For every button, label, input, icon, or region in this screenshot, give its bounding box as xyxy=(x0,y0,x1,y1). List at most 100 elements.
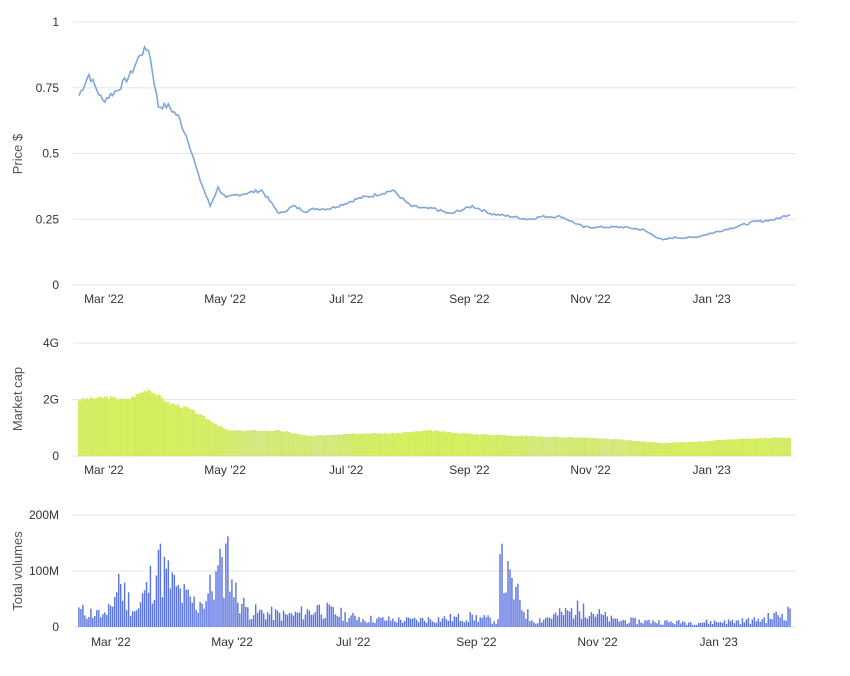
market-cap-bar xyxy=(707,440,710,457)
volume-bar xyxy=(654,622,656,627)
market-cap-bar xyxy=(550,436,553,457)
volume-bar xyxy=(469,612,471,627)
market-cap-bar xyxy=(564,437,567,457)
market-cap-bar xyxy=(761,438,764,457)
market-cap-bar xyxy=(125,398,128,457)
market-cap-bar xyxy=(427,430,430,457)
volume-bar xyxy=(761,619,763,627)
market-cap-bar xyxy=(175,405,178,457)
market-cap-bar xyxy=(332,434,335,457)
volume-bar xyxy=(419,617,422,627)
market-cap-bar xyxy=(471,433,474,457)
market-cap-bar xyxy=(318,435,321,457)
volume-bar xyxy=(751,619,754,627)
volume-bar xyxy=(549,617,551,627)
volume-bar xyxy=(696,624,698,627)
market-cap-bar xyxy=(346,433,348,457)
market-cap-bar xyxy=(91,398,94,457)
volume-bar xyxy=(118,573,120,627)
market-cap-bar xyxy=(227,430,229,457)
market-cap-bar xyxy=(86,398,88,457)
market-cap-bar xyxy=(159,395,162,457)
market-cap-bar xyxy=(385,433,388,457)
volume-bar xyxy=(135,610,138,627)
volume-bar xyxy=(261,609,263,627)
volume-bar xyxy=(276,610,279,627)
market-cap-bar xyxy=(435,430,438,457)
market-cap-bars xyxy=(78,389,791,457)
volume-bar xyxy=(310,614,313,627)
market-cap-bar xyxy=(107,399,110,457)
volume-bar xyxy=(578,611,581,627)
volume-bar xyxy=(92,617,94,627)
volume-bar xyxy=(193,596,195,627)
volume-bar xyxy=(110,605,112,627)
market-cap-bar xyxy=(380,433,382,457)
volume-bar xyxy=(284,613,287,627)
market-cap-bar xyxy=(538,436,541,457)
market-cap-bar xyxy=(463,433,466,457)
volume-bar xyxy=(616,618,618,627)
x-tick-label: Jan '23 xyxy=(693,292,732,306)
volume-bar xyxy=(481,617,483,627)
volume-bar xyxy=(785,620,787,627)
market-cap-bar xyxy=(433,430,436,457)
market-cap-bar xyxy=(509,436,511,457)
volume-bar xyxy=(415,619,418,627)
volume-bar xyxy=(406,617,408,627)
market-cap-bar xyxy=(526,436,529,457)
market-cap-bar xyxy=(671,442,674,457)
market-cap-bar xyxy=(268,430,271,457)
x-tick-label: Nov '22 xyxy=(570,292,611,306)
market-cap-bar xyxy=(308,435,311,457)
market-cap-bar xyxy=(284,431,287,457)
volume-bar xyxy=(429,619,432,627)
volume-bar xyxy=(159,543,162,627)
volume-bar xyxy=(374,623,376,627)
volume-bar xyxy=(662,624,664,627)
market-cap-bar xyxy=(441,431,444,457)
volume-bar xyxy=(541,622,543,627)
volume-bar xyxy=(646,620,648,627)
market-cap-bar xyxy=(437,430,440,457)
market-cap-bar xyxy=(515,435,517,457)
volume-bar xyxy=(531,620,533,627)
volume-bar xyxy=(266,612,269,627)
volume-bar xyxy=(366,622,368,627)
volume-bar xyxy=(674,624,676,627)
volumes-y-axis-label: Total volumes xyxy=(10,531,25,611)
volume-bar xyxy=(431,621,434,627)
volume-bar xyxy=(586,618,589,627)
market-cap-bar xyxy=(777,437,779,457)
volume-bar xyxy=(765,623,767,627)
volume-bar xyxy=(682,621,684,627)
market-cap-bar xyxy=(445,432,448,457)
market-cap-bar xyxy=(757,438,760,457)
market-cap-bar xyxy=(324,435,327,457)
market-cap-bar xyxy=(246,430,249,457)
volume-bar xyxy=(497,619,499,627)
volume-bar xyxy=(425,623,428,627)
volume-bar xyxy=(745,619,748,627)
market-cap-bar xyxy=(491,435,493,457)
volume-bar xyxy=(433,622,436,627)
market-cap-bar xyxy=(602,438,605,457)
volume-bar xyxy=(648,619,650,627)
market-cap-bar xyxy=(570,437,573,457)
volume-bar xyxy=(411,618,414,627)
volume-bar xyxy=(545,618,547,627)
market-cap-bar xyxy=(425,430,428,457)
market-cap-bar xyxy=(693,442,696,457)
volume-bar xyxy=(501,543,503,627)
market-cap-bar xyxy=(481,434,484,457)
volume-bar xyxy=(322,618,325,627)
market-cap-bar xyxy=(536,436,539,457)
volume-bar xyxy=(763,617,765,627)
market-cap-bar xyxy=(264,430,267,457)
volume-bar xyxy=(245,606,247,627)
market-cap-bar xyxy=(393,433,396,457)
volume-bar xyxy=(251,619,253,627)
market-cap-bar xyxy=(417,431,420,457)
volume-bar xyxy=(576,600,579,627)
volume-bar xyxy=(386,620,388,627)
